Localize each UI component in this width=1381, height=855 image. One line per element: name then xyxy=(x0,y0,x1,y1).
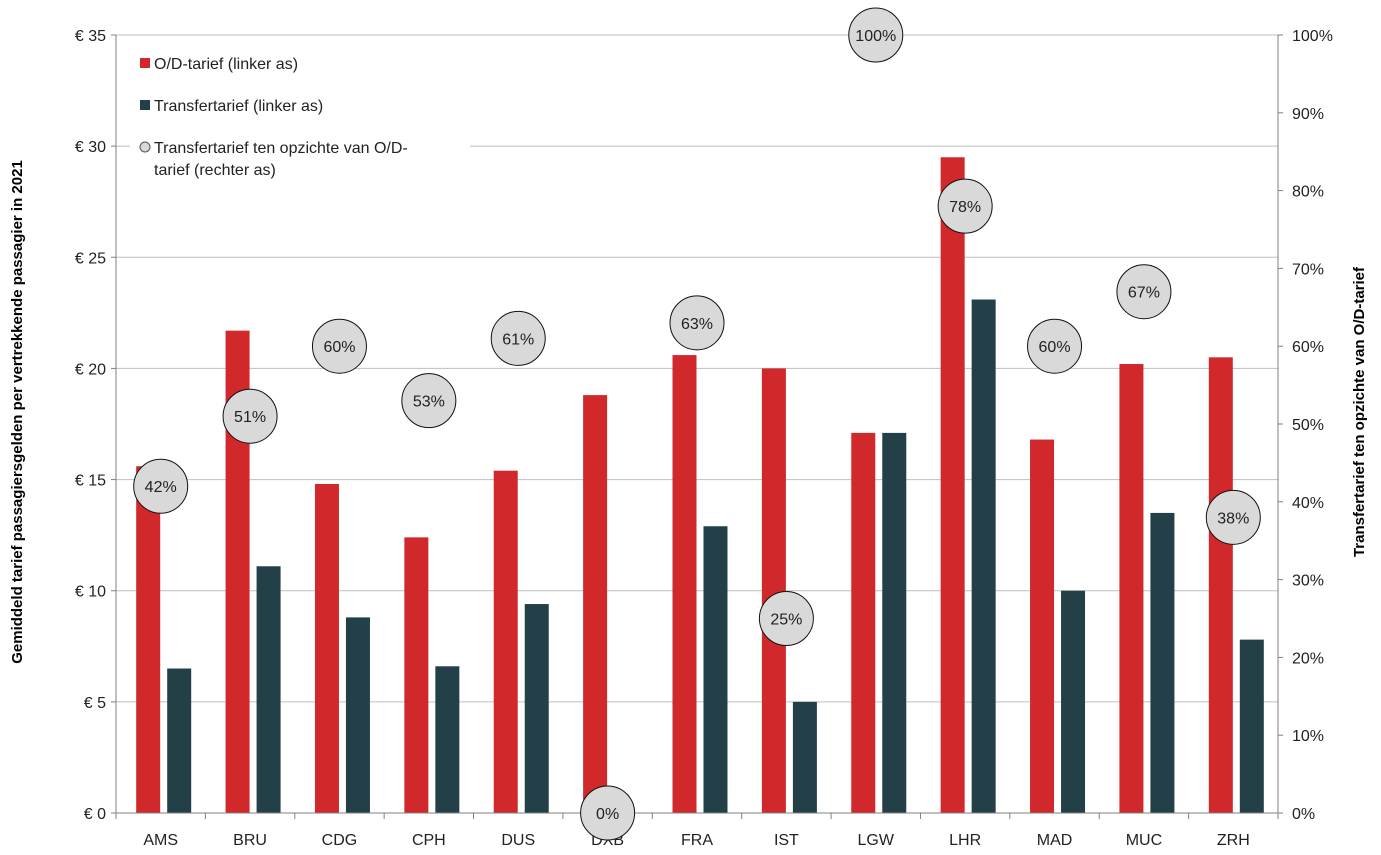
x-tick-label: ZRH xyxy=(1217,832,1250,849)
od-bar xyxy=(404,537,429,813)
bars xyxy=(136,157,1264,813)
ratio-label: 25% xyxy=(770,612,802,629)
x-tick-label: FRA xyxy=(681,832,713,849)
od-bar xyxy=(136,466,161,813)
ratio-point xyxy=(1027,318,1083,374)
ratio-point xyxy=(580,785,636,841)
ratio-label: 63% xyxy=(681,316,713,333)
y2-axis-title: Transfertarief ten opzichte van O/D-tari… xyxy=(1351,266,1368,557)
od-bar xyxy=(672,355,697,813)
legend-box xyxy=(130,45,470,187)
transfer-bar xyxy=(971,299,996,813)
transfer-bar xyxy=(1150,512,1175,813)
legend-marker-transfer xyxy=(140,100,150,110)
transfer-bar xyxy=(1061,590,1086,813)
y2-tick-label: 100% xyxy=(1292,28,1333,45)
transfer-bar xyxy=(882,432,907,813)
transfer-bar xyxy=(703,526,728,813)
y2-tick-label: 80% xyxy=(1292,184,1324,201)
y-tick-label: € 20 xyxy=(75,361,106,378)
transfer-bar xyxy=(524,604,549,813)
ratio-point xyxy=(1205,489,1261,545)
ratio-point xyxy=(401,373,457,429)
ratio-point xyxy=(937,178,993,234)
transfer-bar xyxy=(345,617,370,813)
x-tick-label: DUS xyxy=(501,832,535,849)
transfer-bar xyxy=(1239,639,1264,813)
ratio-point xyxy=(311,318,367,374)
ratio-label: 42% xyxy=(145,479,177,496)
y2-tick-label: 10% xyxy=(1292,728,1324,745)
ratio-point xyxy=(848,7,904,63)
y2-tick-label: 50% xyxy=(1292,417,1324,434)
ratio-label: 100% xyxy=(855,28,896,45)
y2-tick-label: 30% xyxy=(1292,573,1324,590)
od-bar xyxy=(1119,363,1144,813)
y2-tick-label: 20% xyxy=(1292,650,1324,667)
y-axis-title: Gemiddeld tarief passagiersgelden per ve… xyxy=(9,160,26,664)
x-tick-label: MUC xyxy=(1126,832,1162,849)
ratio-label: 53% xyxy=(413,394,445,411)
y-tick-label: € 5 xyxy=(84,695,106,712)
transfer-bar xyxy=(435,666,460,813)
y-tick-label: € 30 xyxy=(75,139,106,156)
ratio-label: 60% xyxy=(323,339,355,356)
y-tick-label: € 25 xyxy=(75,250,106,267)
ratio-points: 42% 51% 60% 53% 61% 0% 63% 25% 100% 78% 60% 67% 38% xyxy=(133,7,1261,841)
ratio-point xyxy=(133,458,189,514)
x-tick-label: IST xyxy=(774,832,799,849)
ratio-label: 51% xyxy=(234,409,266,426)
x-tick-label: LHR xyxy=(949,832,981,849)
od-bar xyxy=(493,470,518,813)
od-bar xyxy=(761,368,786,813)
legend: O/D-tarief (linker as) Transfertarief (li… xyxy=(130,45,470,187)
transfer-bar xyxy=(167,668,192,813)
y2-tick-label: 60% xyxy=(1292,339,1324,356)
od-bar xyxy=(1208,357,1233,813)
y-tick-label: € 10 xyxy=(75,584,106,601)
y-tick-label: € 0 xyxy=(84,806,106,823)
x-tick-label: LGW xyxy=(858,832,895,849)
transfer-bar xyxy=(792,701,817,813)
ratio-point xyxy=(490,310,546,366)
ratio-label: 78% xyxy=(949,199,981,216)
x-tick-label: AMS xyxy=(143,832,178,849)
ratio-point xyxy=(222,388,278,444)
ratio-point xyxy=(758,591,814,646)
ratio-label: 61% xyxy=(502,331,534,348)
transfer-bar xyxy=(256,566,281,813)
ratio-label: 60% xyxy=(1039,339,1071,356)
y2-tick-label: 70% xyxy=(1292,261,1324,278)
ratio-label: 67% xyxy=(1128,285,1160,302)
legend-label: Transfertarief ten opzichte van O/D- xyxy=(154,140,408,157)
y2-tick-label: 40% xyxy=(1292,495,1324,512)
y2-tick-label: 0% xyxy=(1292,806,1315,823)
od-bar xyxy=(940,157,965,813)
ratio-label: 0% xyxy=(596,806,619,823)
x-tick-label: CDG xyxy=(322,832,358,849)
legend-marker-ratio xyxy=(139,141,151,153)
od-bar xyxy=(583,395,608,813)
x-tick-label: CPH xyxy=(412,832,446,849)
od-bar xyxy=(314,484,339,813)
x-tick-label: MAD xyxy=(1037,832,1073,849)
x-tick-label: BRU xyxy=(233,832,267,849)
legend-label: tarief (rechter as) xyxy=(154,162,276,179)
legend-marker-od xyxy=(140,58,150,68)
od-bar xyxy=(851,432,876,813)
y-tick-label: € 35 xyxy=(75,28,106,45)
y2-tick-label: 90% xyxy=(1292,106,1324,123)
ratio-label: 38% xyxy=(1217,510,1249,527)
axes: € 0 € 5 € 10 € 15 € 20 € 25 € 30 € 35 0% 10% 20% 30… xyxy=(75,28,1333,849)
ratio-point xyxy=(1116,264,1172,320)
ratio-point xyxy=(669,295,725,351)
legend-label: O/D-tarief (linker as) xyxy=(154,56,298,73)
od-bar xyxy=(1030,439,1055,813)
legend-label: Transfertarief (linker as) xyxy=(154,98,323,115)
y-tick-label: € 15 xyxy=(75,473,106,490)
